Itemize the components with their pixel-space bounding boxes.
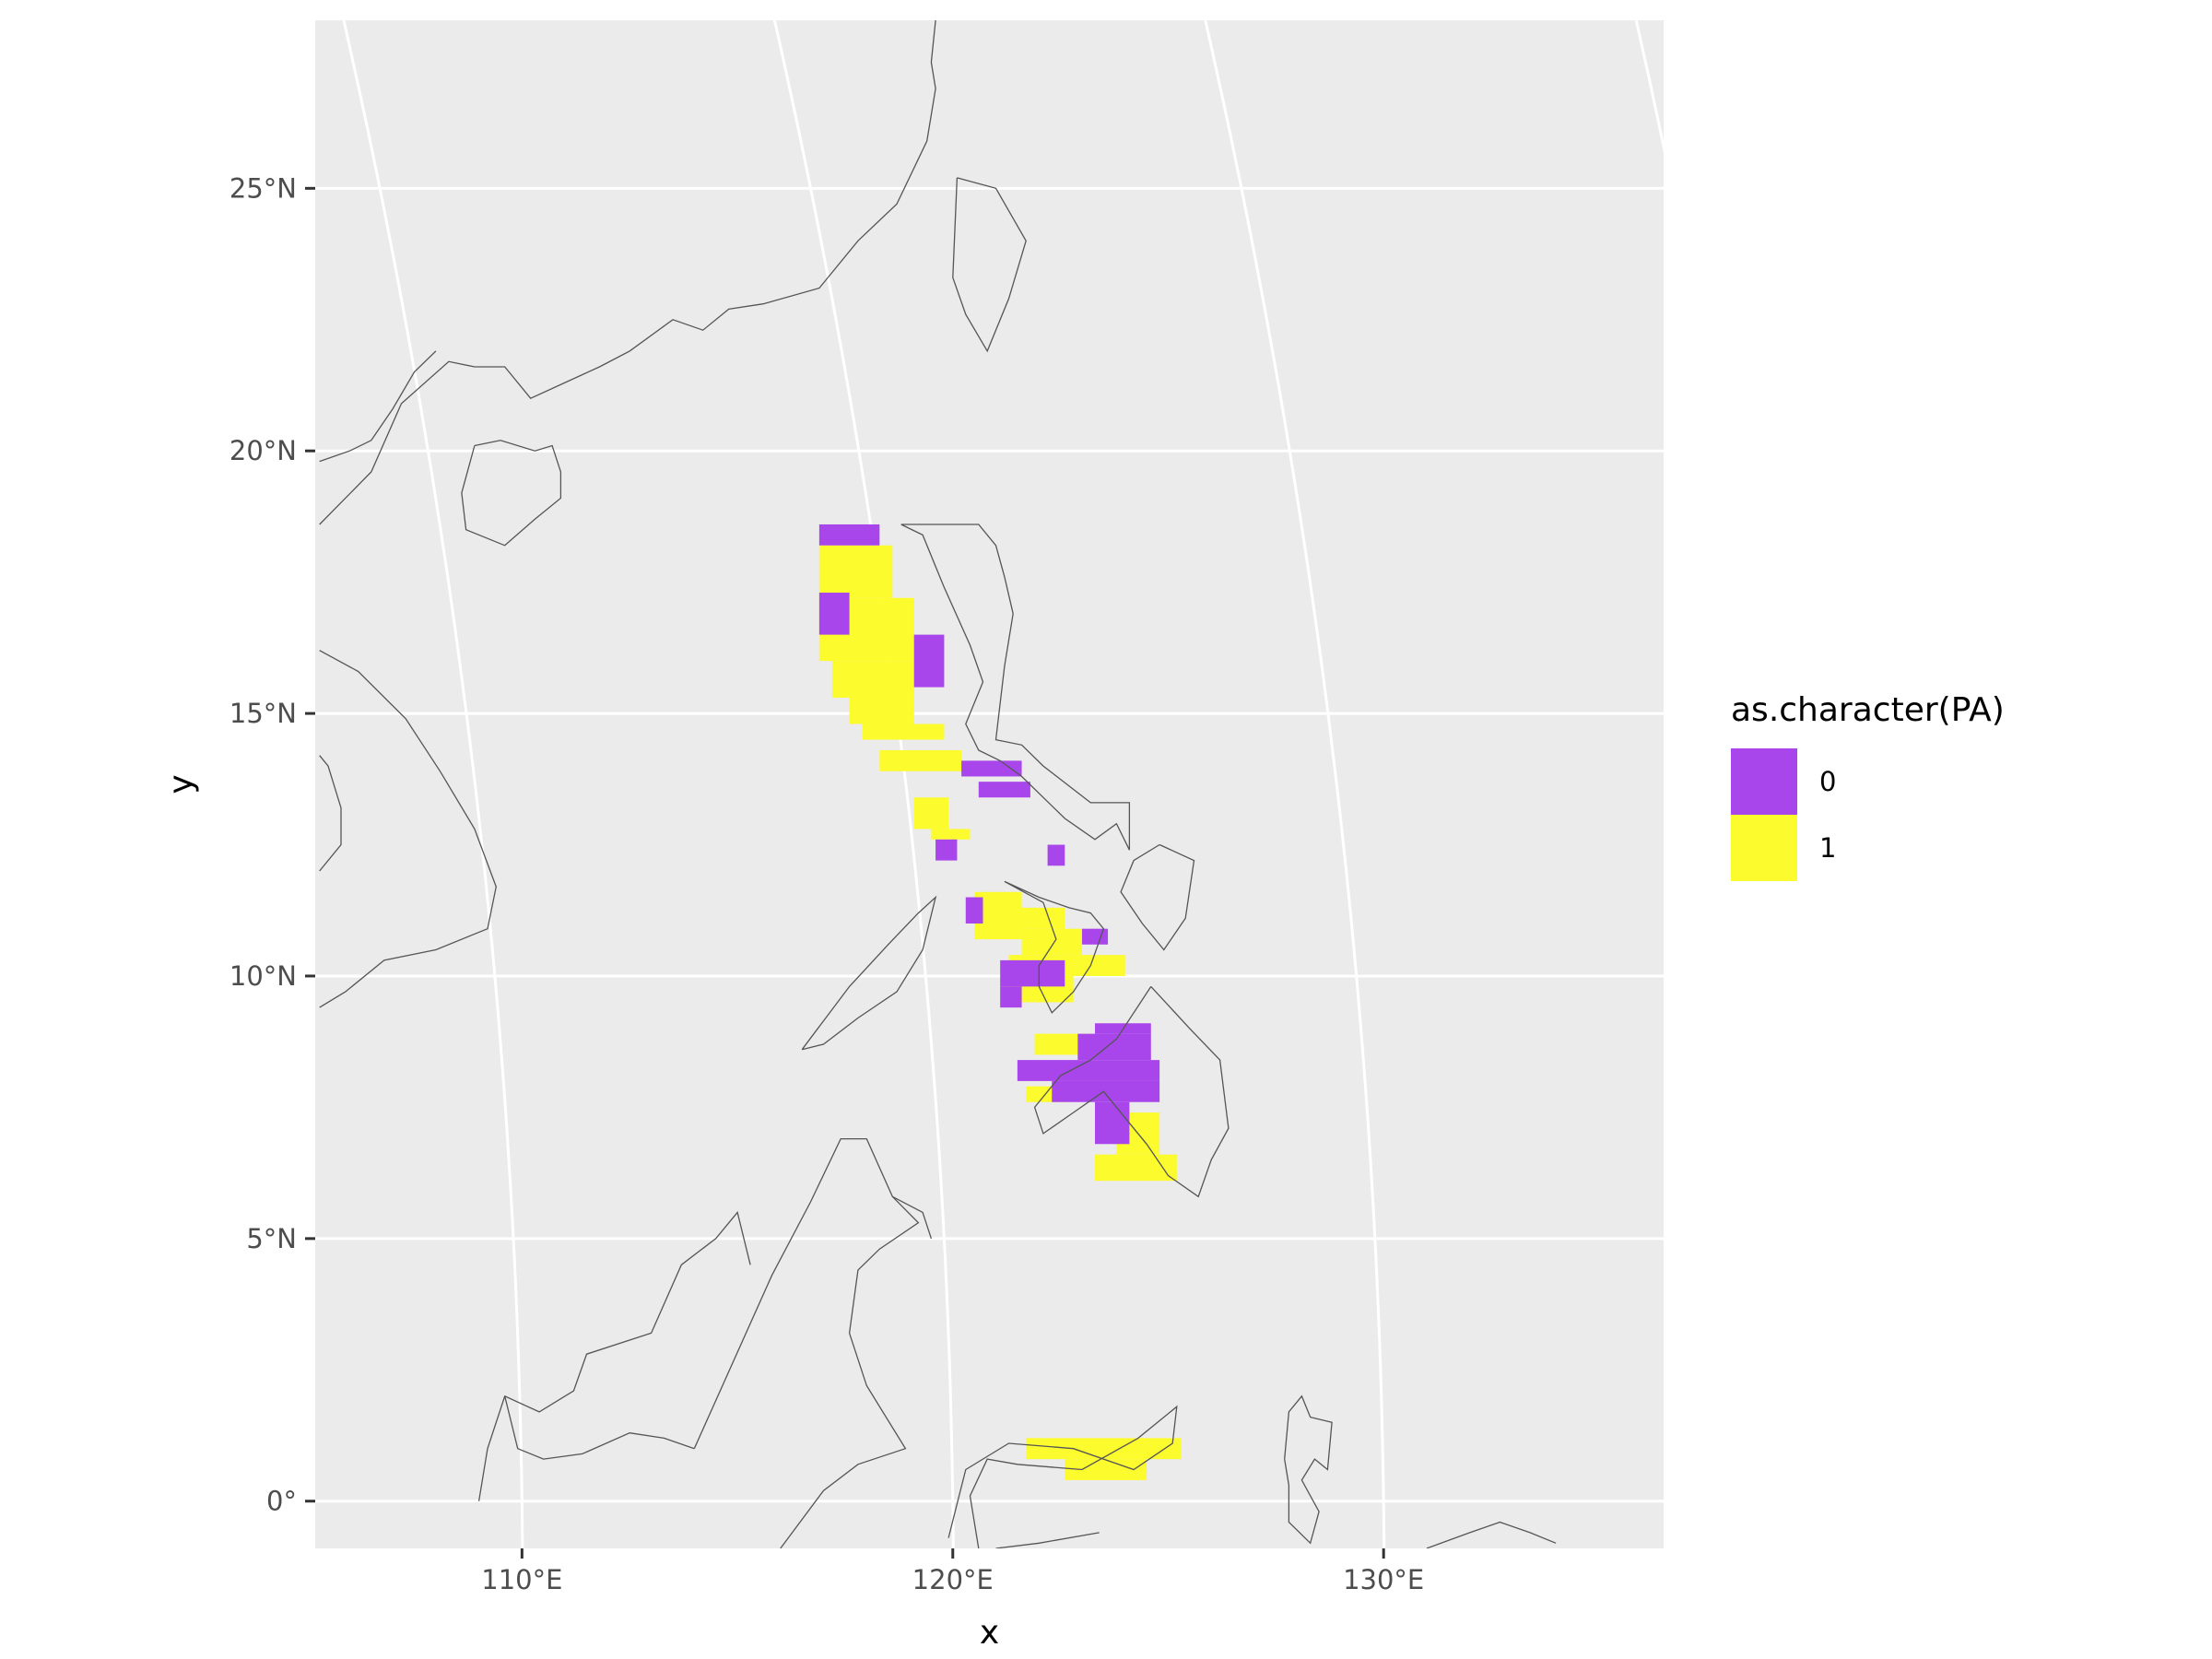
pa-cell-0 <box>978 782 1030 798</box>
pa-cell-0 <box>965 897 983 924</box>
y-tick-label: 20°N <box>229 435 297 466</box>
coastline <box>1004 880 1105 1014</box>
coastline <box>477 1210 751 1501</box>
coastline <box>1033 985 1230 1198</box>
pa-cell-1 <box>862 724 945 740</box>
pa-cell-0 <box>1000 986 1022 1008</box>
legend: as.character(PA) 0 1 <box>1731 691 2005 881</box>
pa-cell-0 <box>1000 959 1065 987</box>
pa-cell-1 <box>1034 1033 1091 1055</box>
pa-cell-0 <box>818 593 850 635</box>
x-tick-label: 120°E <box>912 1564 994 1595</box>
pa-cell-1 <box>1017 907 1065 929</box>
pa-raster <box>818 524 1182 1480</box>
legend-key-1 <box>1731 815 1797 881</box>
coastline <box>1426 1521 1557 1548</box>
y-tick-label: 15°N <box>229 698 297 729</box>
coastline <box>947 1405 1178 1548</box>
coastline <box>319 755 342 872</box>
y-tick-label: 25°N <box>229 172 297 204</box>
meridian-gridline <box>342 20 524 1548</box>
pa-cell-0 <box>913 634 945 688</box>
pa-cell-1 <box>818 545 893 598</box>
pa-cell-0 <box>1095 1101 1130 1145</box>
y-axis-title: y <box>162 774 200 794</box>
pa-cell-0 <box>935 839 958 861</box>
pa-cell-1 <box>931 829 971 840</box>
x-tick-label: 130°E <box>1343 1564 1424 1595</box>
pa-cell-1 <box>1021 928 1082 956</box>
pa-cell-0 <box>1017 1060 1160 1081</box>
legend-label-0: 0 <box>1819 766 1836 797</box>
pa-cell-1 <box>849 697 914 724</box>
pa-cell-0 <box>1052 1080 1160 1102</box>
graticule <box>315 20 1664 1548</box>
pa-cell-1 <box>831 661 914 698</box>
coastline <box>900 524 1131 851</box>
pa-cell-0 <box>1047 844 1065 866</box>
x-axis-title: x <box>980 1614 999 1652</box>
coastline <box>952 177 1027 353</box>
axis-ticks: 0° 5°N 10°N 15°N 20°N 25°N 110°E 120°E 130°E <box>229 172 1424 1595</box>
x-tick-label: 110°E <box>481 1564 562 1595</box>
coastlines <box>319 20 1557 1548</box>
coastline <box>801 895 937 1051</box>
legend-key-0 <box>1731 748 1797 815</box>
coastline <box>461 440 562 547</box>
pa-cell-0 <box>1081 928 1109 945</box>
coastline <box>1120 843 1195 951</box>
legend-title: as.character(PA) <box>1731 691 2005 729</box>
pa-cell-1 <box>1026 1438 1182 1460</box>
pa-cell-0 <box>818 524 880 546</box>
meridian-gridline <box>1204 20 1386 1548</box>
pa-cell-1 <box>879 749 962 771</box>
pa-cell-1 <box>1065 1459 1147 1480</box>
coastline <box>693 1137 920 1548</box>
y-tick-label: 5°N <box>246 1223 297 1254</box>
coastline <box>319 650 497 1008</box>
coastline <box>891 1195 933 1240</box>
pa-cell-0 <box>1077 1033 1151 1061</box>
legend-label-1: 1 <box>1819 832 1836 864</box>
pa-cell-1 <box>913 797 949 830</box>
coastline <box>319 350 437 463</box>
pa-cell-0 <box>961 760 1022 777</box>
coastline <box>504 1395 695 1460</box>
coastline <box>995 1532 1100 1548</box>
coastline <box>319 20 936 525</box>
y-tick-label: 0° <box>266 1486 297 1517</box>
y-tick-label: 10°N <box>229 960 297 992</box>
coastline <box>1284 1394 1333 1545</box>
meridian-gridline <box>772 20 955 1548</box>
pa-cell-1 <box>1095 1154 1177 1182</box>
